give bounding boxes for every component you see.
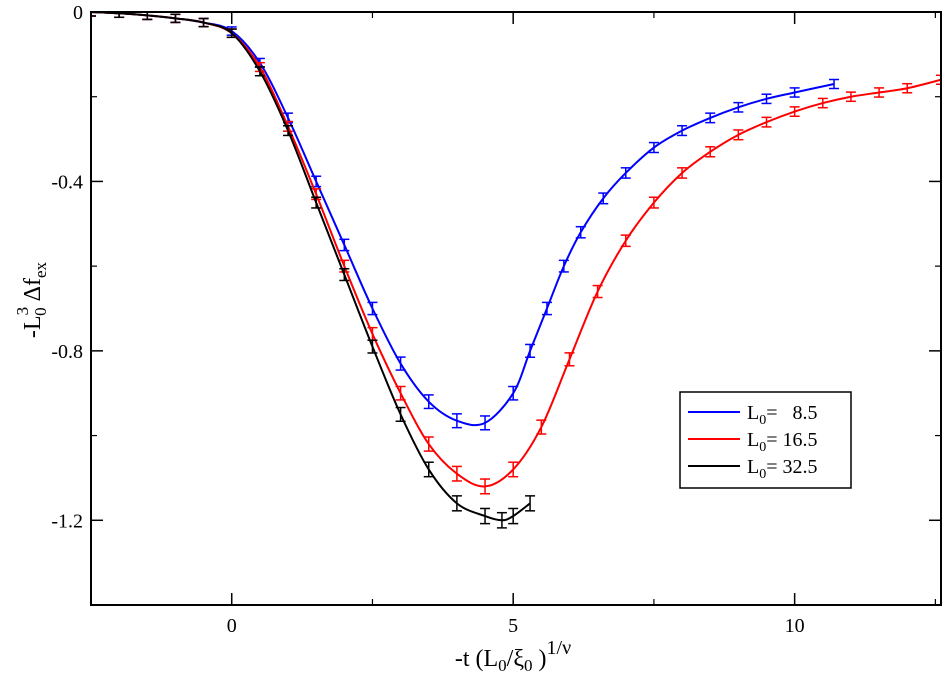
legend: L0= 8.5L0= 16.5L0= 32.5 — [679, 391, 852, 489]
plot-frame — [90, 11, 942, 606]
legend-label-32.5: L0= 32.5 — [747, 456, 818, 482]
data-point — [226, 28, 237, 39]
data-point — [480, 507, 491, 525]
data-point — [395, 406, 406, 422]
data-point — [525, 495, 536, 512]
y-tick-label: 0 — [73, 2, 83, 24]
y-label-main: -L — [20, 315, 46, 338]
data-point — [677, 167, 688, 179]
data-point — [339, 268, 350, 282]
data-point — [395, 356, 406, 371]
data-point — [395, 385, 406, 401]
data-point — [423, 461, 434, 478]
data-point — [254, 66, 265, 77]
data-point — [575, 225, 586, 239]
data-point — [789, 87, 800, 98]
y-label-rest: Δf — [20, 278, 46, 307]
data-point — [508, 507, 519, 525]
x-label-mid: /ξ — [507, 646, 525, 672]
y-tick-label: -1.2 — [51, 510, 83, 532]
data-point — [536, 419, 547, 435]
data-point — [902, 82, 913, 94]
data-point — [648, 141, 659, 154]
y-axis-label: -L30 Δfex — [13, 261, 50, 338]
data-point — [451, 413, 462, 429]
x-label-sub2: 0 — [524, 656, 533, 675]
data-point — [592, 284, 603, 299]
ticks-layer: 0 5 10 0 -0.4 -0.8 -1.2 — [51, 2, 941, 637]
x-axis-label: -t (L0/ξ0 )1/ν — [455, 637, 571, 675]
data-point — [339, 238, 350, 252]
data-point — [480, 478, 491, 495]
data-point — [620, 167, 631, 179]
data-point — [496, 511, 507, 529]
y-tick-label: -0.4 — [51, 171, 83, 193]
data-point — [367, 339, 378, 354]
data-point — [733, 101, 744, 113]
data-point — [367, 301, 378, 316]
series-line-32.5 — [91, 12, 531, 522]
y-label-sub2: ex — [31, 261, 50, 278]
data-point — [817, 97, 828, 109]
data-point — [451, 495, 462, 512]
x-label-close: ) — [533, 646, 547, 672]
data-point — [761, 116, 772, 128]
y-label-sub: 0 — [31, 307, 50, 316]
data-point — [705, 146, 716, 158]
data-point — [705, 112, 716, 124]
data-point — [598, 192, 609, 205]
data-point — [283, 125, 294, 137]
data-point — [525, 343, 536, 359]
data-point — [114, 12, 125, 19]
x-tick-label: 10 — [785, 615, 805, 637]
data-point — [508, 385, 519, 401]
data-point — [829, 78, 840, 90]
y-tick-label: -0.8 — [51, 341, 83, 363]
data-point — [936, 74, 941, 86]
x-label-sub1: 0 — [498, 656, 507, 675]
legend-label-16.5: L0= 16.5 — [747, 429, 818, 455]
data-point — [423, 436, 434, 452]
data-point — [451, 465, 462, 482]
legend-label-8.5: L0= 8.5 — [747, 402, 818, 428]
data-point — [845, 91, 856, 103]
data-point — [423, 394, 434, 410]
data-point — [620, 234, 631, 248]
x-label-main: -t (L — [455, 646, 498, 672]
data-point — [311, 196, 322, 209]
x-label-sup: 1/ν — [547, 637, 572, 659]
data-point — [648, 196, 659, 209]
series-layer — [91, 12, 941, 529]
x-tick-label: 5 — [508, 615, 518, 637]
x-tick-label: 0 — [227, 615, 237, 637]
data-point — [91, 12, 96, 17]
data-point — [508, 461, 519, 478]
y-label-sup: 3 — [13, 307, 32, 316]
data-point — [874, 87, 885, 98]
data-point — [564, 352, 575, 367]
series-line-8.5 — [91, 12, 835, 427]
data-point — [480, 415, 491, 431]
data-point — [558, 259, 569, 273]
data-point — [677, 125, 688, 137]
data-point — [733, 129, 744, 141]
data-point — [198, 17, 209, 28]
data-point — [541, 301, 552, 316]
data-point — [789, 106, 800, 117]
data-point — [761, 93, 772, 105]
data-point — [170, 13, 181, 24]
